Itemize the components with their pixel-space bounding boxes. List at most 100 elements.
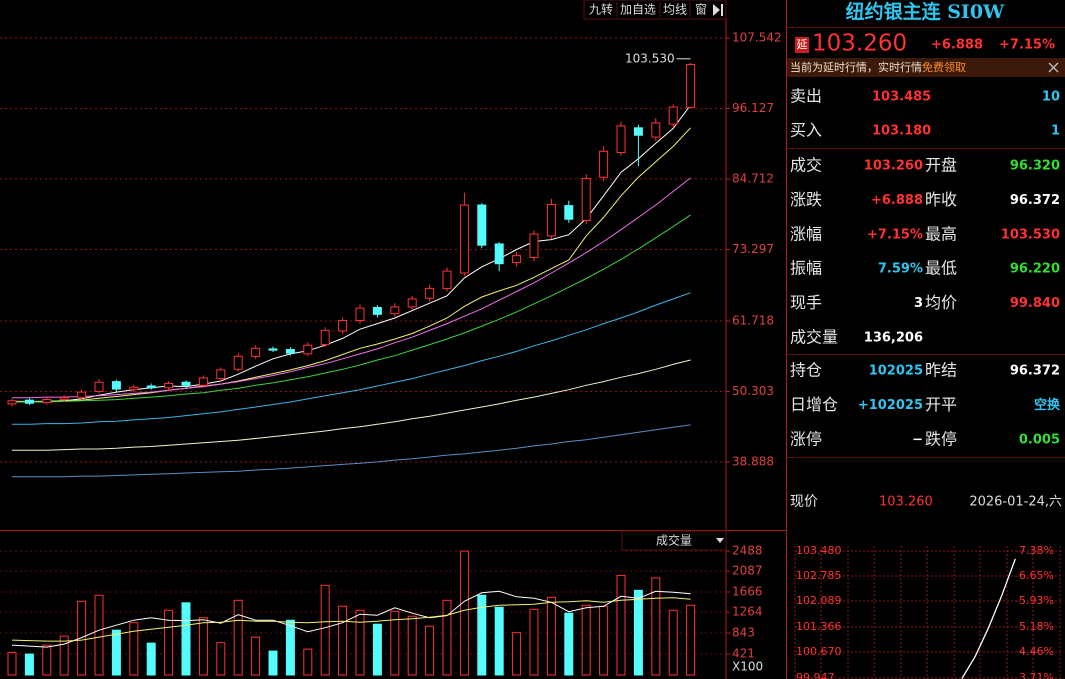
quote-value: 96.372 [1010,193,1060,208]
volume-bar [599,605,609,676]
moving-average [12,424,691,478]
quote-label: 日增仓 [790,395,838,414]
candle-body [77,391,87,399]
volume-bar [320,584,330,676]
candle-body [181,381,191,386]
volume-bar [425,625,435,676]
candle-body [581,177,591,221]
quote-value: 102025 [869,364,923,379]
volume-bar [633,589,643,676]
y2-tick-label: 3.71% [1019,671,1054,679]
volume-bar [303,648,313,676]
volume-bar [529,608,539,676]
quote-value: +6.888 [871,193,923,208]
candle-body [529,233,539,259]
candle-body [320,329,330,346]
y-tick-label: 421 [732,647,755,661]
moving-average [12,214,691,403]
volume-bar [477,594,487,676]
volume-bar [581,604,591,676]
notice-close[interactable] [1048,62,1059,73]
moving-average [12,127,691,402]
candle-body [198,377,208,386]
volume-bar [686,604,696,676]
volume-average [11,590,691,648]
quote-value: +102025 [858,398,923,413]
candle-body [494,243,504,265]
current-label: 现价 [790,494,818,510]
quote-value: − [912,432,923,447]
volume-bar [233,599,243,676]
y-tick-label: 61.718 [732,314,774,328]
volume-bar [268,650,278,676]
candle-body [129,386,139,391]
candle-body [407,298,417,308]
volume-bar [59,635,69,676]
quote-volume: 1 [1051,124,1060,139]
selector-box [621,530,727,551]
y-tick-label: 38.888 [732,454,774,468]
volume-bar [77,600,87,676]
candle-body [459,204,469,274]
quote-label: 最高 [925,224,957,243]
candle-body [546,203,556,237]
candle-body [477,204,487,246]
dropdown-arrow [716,538,724,543]
candle-body [338,320,348,332]
volume-average [11,597,691,642]
y-tick-label: 99.947 [796,671,835,679]
quote-value: 0.005 [1019,432,1060,447]
y-tick-label: 843 [732,626,755,640]
quote-label: 最低 [925,259,957,278]
quote-value: 103.530 [1001,227,1060,242]
quote-label: 卖出 [790,87,822,106]
quote-label: 跌停 [925,429,957,448]
quote-value: 96.372 [1010,364,1060,379]
expand-icon[interactable] [713,4,723,16]
volume-bar [181,602,191,676]
quote-value: +7.15% [867,227,923,242]
toolbar: 九转 加自选 均线 窗 [583,0,727,20]
quote-value: 96.320 [1010,159,1060,174]
quote-label: 开盘 [925,156,957,175]
candle-body [268,348,278,351]
y-tick-label: 102.089 [796,594,842,607]
quote-label: 涨跌 [790,190,822,209]
y-tick-label: 102.785 [796,569,842,582]
volume-bar [251,636,261,676]
quote-label: 昨结 [925,361,957,380]
candle-body [94,381,104,393]
toolbar-button[interactable]: 九转 [589,2,613,17]
y-tick-label: 1264 [732,605,763,619]
volume-bar [338,605,348,676]
quote-label: 均价 [925,293,957,312]
notice-link[interactable]: 免费领取 [922,60,966,74]
toolbar-button[interactable]: 均线 [663,3,687,17]
volume-bar [129,622,139,676]
y-tick-label: 107.542 [732,31,782,45]
volume-selector[interactable]: 成交量 [621,530,727,551]
notice-text: 当前为延时行情，实时行情免费领取 [790,60,966,74]
quote-price: 103.485 [872,90,931,105]
delay-badge [795,37,809,53]
candle-body [668,106,678,125]
quote-label: 成交量 [790,328,838,347]
volume-bar [24,653,34,676]
y-tick-label: 96.127 [732,101,774,115]
candle-body [42,399,52,404]
toolbar-button[interactable]: 加自选 [620,3,656,17]
volume-bar [512,632,522,676]
quote-value: 136,206 [864,331,923,346]
candle-body [7,400,17,405]
y-tick-label: 2087 [732,564,763,578]
volume-bar [164,609,174,676]
toolbar-button[interactable]: 窗 [695,3,707,17]
quote-label: 涨幅 [790,224,822,243]
candle-body [651,122,661,138]
y-tick-label: 50.303 [732,384,774,398]
quote-label: 振幅 [790,259,822,278]
quote-label: 买入 [790,121,822,140]
candle-body [251,347,261,357]
